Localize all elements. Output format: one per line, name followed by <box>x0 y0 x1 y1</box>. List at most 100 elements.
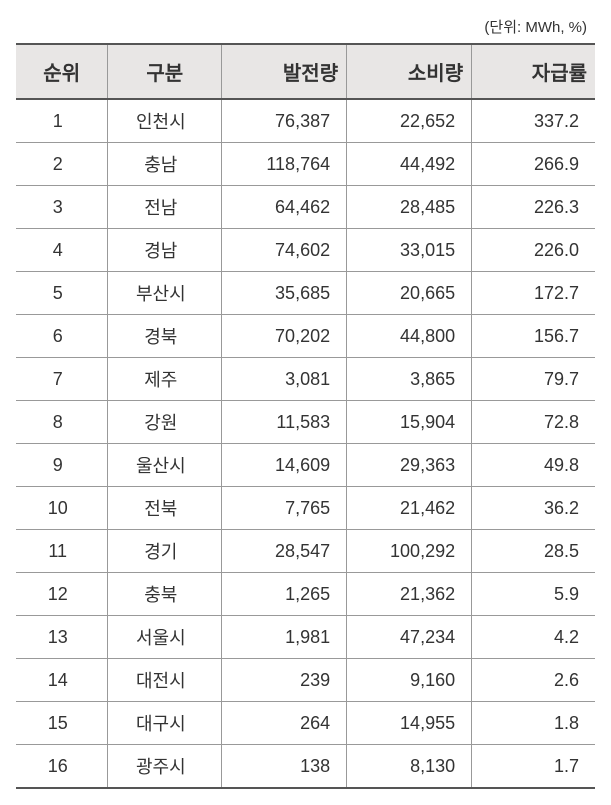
cell-generation: 118,764 <box>222 143 347 186</box>
cell-self-rate: 226.0 <box>472 229 595 272</box>
cell-rank: 2 <box>16 143 108 186</box>
table-row: 12충북1,26521,3625.9 <box>16 573 595 616</box>
cell-region: 부산시 <box>108 272 222 315</box>
cell-rank: 8 <box>16 401 108 444</box>
cell-self-rate: 1.7 <box>472 745 595 789</box>
cell-generation: 28,547 <box>222 530 347 573</box>
cell-region: 경기 <box>108 530 222 573</box>
cell-consumption: 33,015 <box>347 229 472 272</box>
header-consumption: 소비량 <box>347 44 472 99</box>
cell-generation: 64,462 <box>222 186 347 229</box>
table-row: 1인천시76,38722,652337.2 <box>16 99 595 143</box>
table-row: 14대전시2399,1602.6 <box>16 659 595 702</box>
cell-region: 전북 <box>108 487 222 530</box>
cell-region: 울산시 <box>108 444 222 487</box>
cell-consumption: 9,160 <box>347 659 472 702</box>
cell-rank: 4 <box>16 229 108 272</box>
cell-self-rate: 266.9 <box>472 143 595 186</box>
cell-consumption: 28,485 <box>347 186 472 229</box>
cell-generation: 14,609 <box>222 444 347 487</box>
table-row: 7제주3,0813,86579.7 <box>16 358 595 401</box>
cell-consumption: 44,800 <box>347 315 472 358</box>
cell-region: 제주 <box>108 358 222 401</box>
cell-rank: 5 <box>16 272 108 315</box>
cell-self-rate: 79.7 <box>472 358 595 401</box>
cell-generation: 1,265 <box>222 573 347 616</box>
cell-consumption: 47,234 <box>347 616 472 659</box>
cell-rank: 16 <box>16 745 108 789</box>
data-table: 순위 구분 발전량 소비량 자급률 1인천시76,38722,652337.22… <box>16 43 595 789</box>
cell-generation: 70,202 <box>222 315 347 358</box>
table-row: 4경남74,60233,015226.0 <box>16 229 595 272</box>
cell-consumption: 21,362 <box>347 573 472 616</box>
cell-consumption: 44,492 <box>347 143 472 186</box>
cell-rank: 3 <box>16 186 108 229</box>
cell-self-rate: 5.9 <box>472 573 595 616</box>
cell-self-rate: 226.3 <box>472 186 595 229</box>
cell-self-rate: 1.8 <box>472 702 595 745</box>
cell-self-rate: 337.2 <box>472 99 595 143</box>
cell-region: 전남 <box>108 186 222 229</box>
cell-generation: 35,685 <box>222 272 347 315</box>
header-region: 구분 <box>108 44 222 99</box>
cell-generation: 76,387 <box>222 99 347 143</box>
header-self-rate: 자급률 <box>472 44 595 99</box>
cell-self-rate: 4.2 <box>472 616 595 659</box>
cell-generation: 1,981 <box>222 616 347 659</box>
cell-rank: 11 <box>16 530 108 573</box>
cell-region: 대전시 <box>108 659 222 702</box>
cell-region: 경북 <box>108 315 222 358</box>
cell-rank: 6 <box>16 315 108 358</box>
cell-consumption: 22,652 <box>347 99 472 143</box>
header-rank: 순위 <box>16 44 108 99</box>
cell-generation: 11,583 <box>222 401 347 444</box>
cell-consumption: 20,665 <box>347 272 472 315</box>
cell-self-rate: 156.7 <box>472 315 595 358</box>
cell-rank: 14 <box>16 659 108 702</box>
cell-region: 충남 <box>108 143 222 186</box>
cell-self-rate: 172.7 <box>472 272 595 315</box>
cell-generation: 3,081 <box>222 358 347 401</box>
cell-self-rate: 28.5 <box>472 530 595 573</box>
cell-consumption: 15,904 <box>347 401 472 444</box>
cell-consumption: 21,462 <box>347 487 472 530</box>
unit-label: (단위: MWh, %) <box>16 16 595 37</box>
cell-region: 경남 <box>108 229 222 272</box>
table-row: 3전남64,46228,485226.3 <box>16 186 595 229</box>
table-row: 11경기28,547100,29228.5 <box>16 530 595 573</box>
table-row: 15대구시26414,9551.8 <box>16 702 595 745</box>
header-generation: 발전량 <box>222 44 347 99</box>
cell-consumption: 3,865 <box>347 358 472 401</box>
cell-generation: 239 <box>222 659 347 702</box>
cell-region: 인천시 <box>108 99 222 143</box>
table-row: 16광주시1388,1301.7 <box>16 745 595 789</box>
cell-region: 강원 <box>108 401 222 444</box>
cell-generation: 7,765 <box>222 487 347 530</box>
table-row: 2충남118,76444,492266.9 <box>16 143 595 186</box>
cell-region: 광주시 <box>108 745 222 789</box>
cell-consumption: 8,130 <box>347 745 472 789</box>
cell-region: 충북 <box>108 573 222 616</box>
table-row: 9울산시14,60929,36349.8 <box>16 444 595 487</box>
table-row: 8강원11,58315,90472.8 <box>16 401 595 444</box>
cell-consumption: 29,363 <box>347 444 472 487</box>
cell-consumption: 100,292 <box>347 530 472 573</box>
cell-region: 서울시 <box>108 616 222 659</box>
cell-rank: 10 <box>16 487 108 530</box>
cell-self-rate: 2.6 <box>472 659 595 702</box>
cell-rank: 13 <box>16 616 108 659</box>
table-row: 5부산시35,68520,665172.7 <box>16 272 595 315</box>
table-row: 10전북7,76521,46236.2 <box>16 487 595 530</box>
cell-self-rate: 36.2 <box>472 487 595 530</box>
cell-self-rate: 49.8 <box>472 444 595 487</box>
cell-rank: 7 <box>16 358 108 401</box>
cell-generation: 138 <box>222 745 347 789</box>
table-row: 6경북70,20244,800156.7 <box>16 315 595 358</box>
cell-region: 대구시 <box>108 702 222 745</box>
cell-rank: 1 <box>16 99 108 143</box>
header-row: 순위 구분 발전량 소비량 자급률 <box>16 44 595 99</box>
cell-self-rate: 72.8 <box>472 401 595 444</box>
cell-generation: 74,602 <box>222 229 347 272</box>
cell-generation: 264 <box>222 702 347 745</box>
table-row: 13서울시1,98147,2344.2 <box>16 616 595 659</box>
